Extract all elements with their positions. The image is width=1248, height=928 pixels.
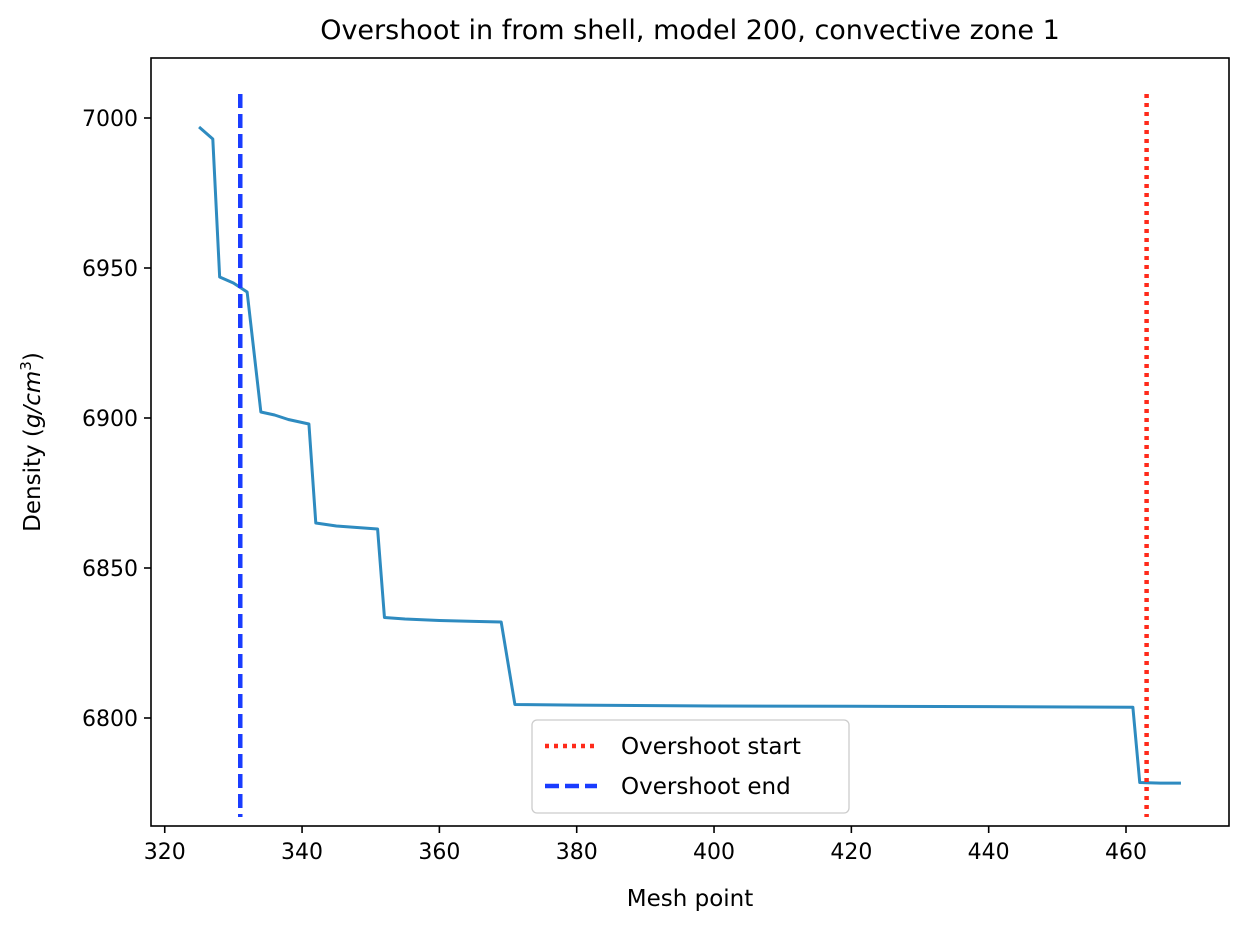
x-axis-label: Mesh point [627, 886, 754, 912]
x-tick-label: 320 [144, 840, 186, 865]
x-tick-label: 440 [968, 840, 1010, 865]
y-axis-label-close: ) [20, 352, 46, 361]
x-axis: 320 340 360 380 400 420 440 460 [144, 826, 1147, 865]
x-tick-label: 400 [693, 840, 735, 865]
series-layer [198, 125, 1181, 785]
legend: Overshoot start Overshoot end [531, 719, 850, 814]
x-tick-label: 360 [418, 840, 460, 865]
vline-layer [238, 94, 1149, 817]
y-tick-label: 6850 [82, 557, 138, 582]
legend-label: Overshoot end [621, 774, 791, 800]
x-tick-label: 460 [1105, 840, 1147, 865]
chart-title: Overshoot in from shell, model 200, conv… [320, 15, 1060, 46]
x-tick-label: 380 [556, 840, 598, 865]
y-tick-label: 6900 [82, 407, 138, 432]
y-axis-label-unit: g/cm [20, 371, 46, 428]
plot-area [150, 57, 1230, 827]
y-axis-label-main: Density ( [20, 428, 46, 532]
y-tick-label: 7000 [82, 107, 138, 132]
density-series-line [198, 125, 1181, 785]
x-tick-label: 340 [281, 840, 323, 865]
legend-label: Overshoot start [621, 734, 801, 760]
x-tick-label: 420 [830, 840, 872, 865]
y-axis: 6800 6850 6900 6950 7000 [82, 107, 151, 732]
y-tick-label: 6950 [82, 257, 138, 282]
y-axis-label-exponent: 3 [17, 361, 35, 371]
plot-frame [150, 57, 1230, 827]
legend-box [531, 719, 850, 814]
y-tick-label: 6800 [82, 707, 138, 732]
y-axis-label: Density (g/cm3) [17, 352, 46, 532]
